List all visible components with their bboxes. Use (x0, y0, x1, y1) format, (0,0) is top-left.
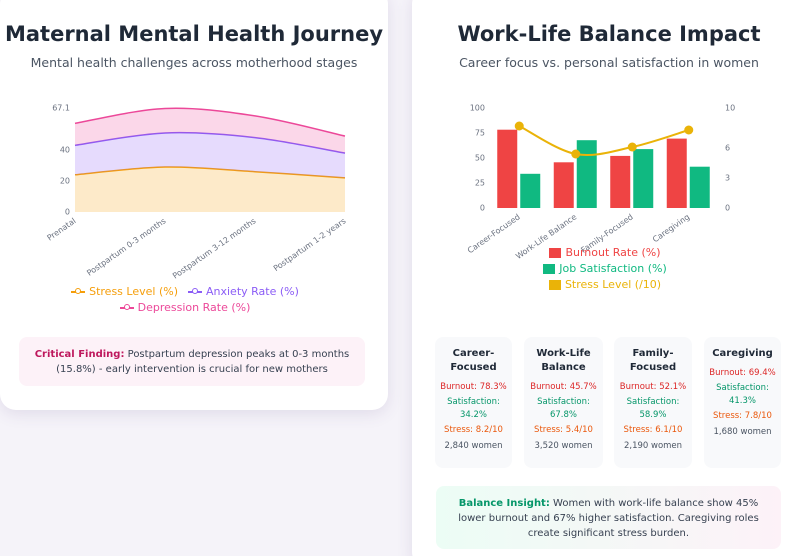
legend: Stress Level (%) Anxiety Rate (%) Depressi… (70, 285, 300, 314)
bar (553, 162, 574, 208)
x-tick-label: Postpartum 1-2 years (272, 216, 348, 273)
y2-tick-label: 6 (725, 144, 730, 153)
legend-item: Anxiety Rate (%) (187, 285, 299, 298)
card-title: Family-Focused (629, 348, 677, 373)
card-stress: Stress: 8.2/10 (444, 425, 503, 435)
stat-card: Career-Focused Burnout: 78.3% Satisfaction… (435, 337, 512, 468)
y-tick-label: 20 (60, 177, 70, 186)
legend-swatch (549, 247, 562, 258)
legend-item: Depression Rate (%) (119, 301, 251, 314)
legend-dot (123, 303, 130, 310)
x-tick-label: Postpartum 3-12 months (171, 216, 258, 280)
card-women: 3,520 women (534, 441, 593, 451)
y-tick-label: 67.1 (52, 104, 70, 113)
card-burnout: Burnout: 52.1% (619, 382, 687, 392)
card-women: 2,190 women (623, 441, 683, 451)
bar (633, 149, 654, 208)
line-point (627, 142, 637, 152)
insight-label: Balance Insight: (458, 498, 550, 509)
y-tick-label: 100 (470, 104, 485, 113)
legend-item: Stress Level (%) (71, 285, 178, 298)
card-burnout: Burnout: 69.4% (709, 368, 776, 378)
x-tick-label: Work-Life Balance (514, 212, 578, 261)
y-tick-label: 75 (475, 129, 485, 138)
card-title: Work-Life Balance (536, 348, 591, 373)
legend-dot (191, 287, 198, 294)
legend-item: Job Satisfaction (%) (543, 262, 667, 275)
card-women: 1,680 women (713, 427, 772, 437)
line-point (514, 121, 524, 131)
legend-label: Stress Level (/10) (564, 278, 662, 291)
stat-card: Caregiving Burnout: 69.4% Satisfaction: 41… (704, 337, 781, 468)
x-tick-label: Postpartum 0-3 months (85, 216, 167, 277)
legend: Burnout Rate (%) Job Satisfaction (%) Stre… (485, 246, 725, 291)
y2-tick-label: 3 (725, 174, 730, 183)
card-stress: Stress: 6.1/10 (623, 425, 683, 435)
y-tick-label: 40 (60, 146, 70, 155)
y-tick-label: 25 (475, 179, 485, 188)
card-satisfaction: Satisfaction: 41.3% (716, 383, 769, 406)
card-burnout: Burnout: 45.7% (530, 382, 597, 392)
legend-dot (75, 287, 82, 294)
y-tick-label: 0 (480, 204, 485, 213)
legend-label: Burnout Rate (%) (565, 246, 661, 259)
x-tick-label: Prenatal (45, 216, 77, 242)
line-point (684, 125, 694, 135)
legend-item: Stress Level (/10) (548, 278, 662, 291)
area (75, 132, 345, 178)
area-line (74, 107, 346, 137)
legend-label: Depression Rate (%) (137, 301, 251, 314)
card-satisfaction: Satisfaction: 34.2% (447, 397, 500, 420)
area-line (74, 166, 346, 179)
y2-tick-label: 10 (725, 104, 735, 113)
stat-card: Work-Life Balance Burnout: 45.7% Satisfact… (524, 337, 603, 468)
card-stress: Stress: 5.4/10 (534, 425, 593, 435)
card-burnout: Burnout: 78.3% (440, 382, 507, 392)
line-point (571, 149, 581, 159)
bar (666, 138, 687, 208)
legend-swatch (71, 287, 86, 294)
chart-subtitle: Career focus vs. personal satisfaction i… (459, 55, 759, 70)
card-stress: Stress: 7.8/10 (713, 411, 772, 421)
finding-label: Critical Finding: (34, 349, 125, 360)
x-tick-label: Career-Focused (466, 212, 522, 255)
legend-swatch (543, 263, 556, 274)
chart-subtitle: Mental health challenges across motherho… (30, 55, 358, 70)
x-tick-label: Caregiving (651, 212, 691, 244)
card-title: Career-Focused (450, 348, 497, 373)
bar (576, 140, 597, 208)
x-tick-label: Family-Focused (579, 212, 634, 255)
legend-label: Anxiety Rate (%) (205, 285, 299, 298)
legend-item: Burnout Rate (%) (549, 246, 661, 259)
card-title: Caregiving (712, 348, 773, 359)
card-satisfaction: Satisfaction: 58.9% (626, 397, 680, 420)
insight-text: Women with work-life balance show 45% lo… (458, 498, 759, 539)
y2-tick-label: 0 (725, 204, 730, 213)
bar (497, 129, 518, 208)
card-satisfaction: Satisfaction: 67.8% (537, 397, 590, 420)
finding-text: Postpartum depression peaks at 0-3 month… (56, 349, 350, 375)
insight: Balance Insight: Women with work-life ba… (436, 486, 781, 549)
legend-swatch (548, 279, 561, 290)
y-tick-label: 50 (475, 154, 485, 163)
bar (610, 155, 631, 208)
bar (520, 173, 541, 208)
area (75, 108, 345, 154)
critical-finding: Critical Finding: Postpartum depression … (19, 337, 365, 386)
card-women: 2,840 women (444, 441, 503, 451)
y-tick-label: 0 (65, 208, 70, 217)
chart-title: Work-Life Balance Impact (457, 22, 761, 46)
legend-swatch (119, 303, 134, 310)
line (518, 125, 690, 156)
legend-label: Stress Level (%) (89, 285, 178, 298)
chart-title: Maternal Mental Health Journey (4, 22, 384, 46)
stat-card: Family-Focused Burnout: 52.1% Satisfaction… (614, 337, 692, 468)
area-line (74, 131, 346, 154)
bar (689, 166, 710, 208)
legend-swatch (187, 287, 202, 294)
area (75, 166, 345, 212)
legend-label: Job Satisfaction (%) (559, 262, 667, 275)
